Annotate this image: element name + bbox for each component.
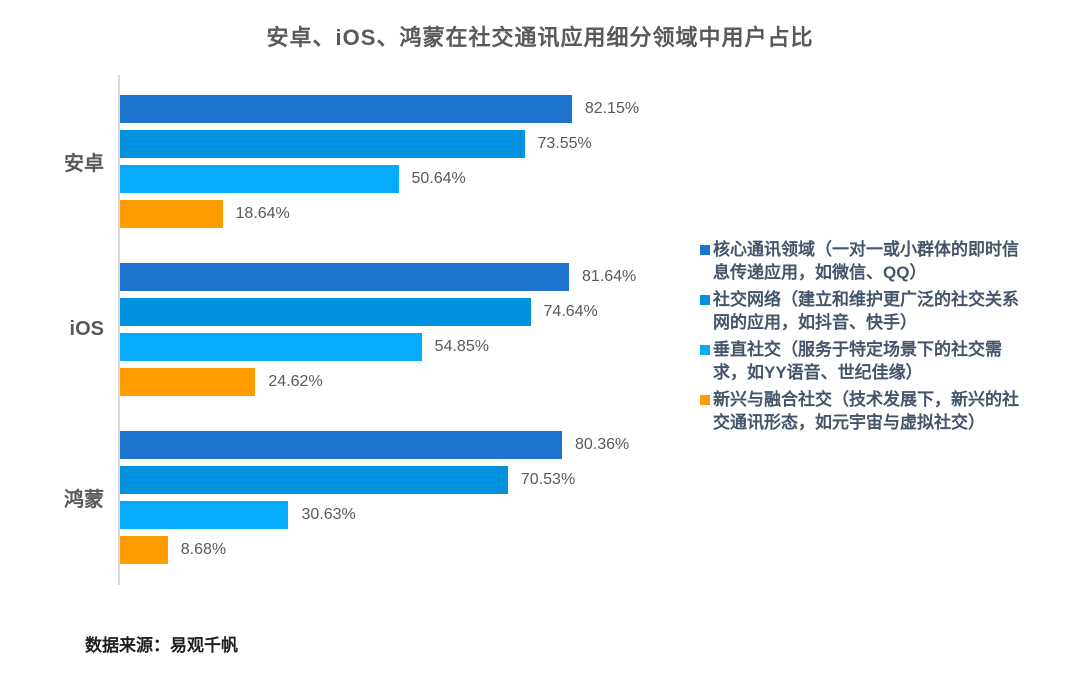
legend-label: 垂直社交（服务于特定场景下的社交需求，如YY语音、世纪佳缘）	[713, 340, 1002, 382]
legend-item-vertical-social: 垂直社交（服务于特定场景下的社交需求，如YY语音、世纪佳缘）	[700, 338, 1040, 384]
category-bars: 81.64% 74.64% 54.85% 24.62%	[120, 263, 1080, 396]
bar-row: 82.15%	[120, 95, 1080, 123]
bar-value-label: 74.64%	[543, 303, 598, 320]
legend: 核心通讯领域（一对一或小群体的即时信息传递应用，如微信、QQ） 社交网络（建立和维…	[700, 238, 1040, 438]
category-label: iOS	[69, 318, 104, 340]
bar-emerging-fusion-social	[120, 536, 168, 564]
bar-emerging-fusion-social	[120, 200, 223, 228]
legend-label: 核心通讯领域（一对一或小群体的即时信息传递应用，如微信、QQ）	[713, 240, 1019, 282]
bar-value-label: 73.55%	[537, 135, 592, 152]
bar-social-network	[120, 298, 531, 326]
legend-item-emerging-fusion-social: 新兴与融合社交（技术发展下，新兴的社交通讯形态，如元宇宙与虚拟社交）	[700, 388, 1040, 434]
legend-marker-icon	[700, 395, 710, 405]
chart-title: 安卓、iOS、鸿蒙在社交通讯应用细分领域中用户占比	[266, 25, 814, 50]
bar-row: 18.64%	[120, 200, 1080, 228]
legend-marker-icon	[700, 295, 710, 305]
bar-social-network	[120, 466, 508, 494]
category-group: 鸿蒙 80.36% 70.53% 30.63% 8.68%	[0, 431, 1080, 564]
bar-vertical-social	[120, 333, 422, 361]
legend-label: 新兴与融合社交（技术发展下，新兴的社交通讯形态，如元宇宙与虚拟社交）	[713, 390, 1019, 432]
bar-value-label: 54.85%	[434, 338, 489, 355]
bar-row: 24.62%	[120, 368, 1080, 396]
bar-row: 8.68%	[120, 536, 1080, 564]
bar-value-label: 24.62%	[268, 373, 323, 390]
bar-row: 73.55%	[120, 130, 1080, 158]
category-bars: 80.36% 70.53% 30.63% 8.68%	[120, 431, 1080, 564]
bar-value-label: 30.63%	[301, 506, 356, 523]
bar-row: 70.53%	[120, 466, 1080, 494]
category-label: 安卓	[64, 153, 104, 175]
legend-item-social-network: 社交网络（建立和维护更广泛的社交关系网的应用，如抖音、快手）	[700, 288, 1040, 334]
bar-row: 80.36%	[120, 431, 1080, 459]
legend-marker-icon	[700, 245, 710, 255]
bar-row: 54.85%	[120, 333, 1080, 361]
category-group: iOS 81.64% 74.64% 54.85% 24.62%	[0, 263, 1080, 396]
bar-social-network	[120, 130, 525, 158]
bar-emerging-fusion-social	[120, 368, 256, 396]
bar-value-label: 82.15%	[584, 100, 640, 117]
y-axis-line	[118, 75, 120, 585]
legend-marker-icon	[700, 345, 710, 355]
bar-row: 74.64%	[120, 298, 1080, 326]
bar-value-label: 70.53%	[520, 471, 576, 488]
bar-core-communication	[120, 263, 570, 291]
bar-vertical-social	[120, 501, 289, 529]
bar-value-label: 50.64%	[411, 170, 466, 187]
data-source-note: 数据来源：易观千帆	[85, 636, 238, 655]
bar-value-label: 18.64%	[235, 205, 290, 222]
bar-row: 50.64%	[120, 165, 1080, 193]
bar-row: 81.64%	[120, 263, 1080, 291]
category-label: 鸿蒙	[64, 489, 104, 511]
category-bars: 82.15% 73.55% 50.64% 18.64%	[120, 95, 1080, 228]
bar-value-label: 8.68%	[180, 541, 227, 558]
category-group: 安卓 82.15% 73.55% 50.64% 18.64%	[0, 95, 1080, 228]
legend-label: 社交网络（建立和维护更广泛的社交关系网的应用，如抖音、快手）	[713, 290, 1019, 332]
bar-vertical-social	[120, 165, 399, 193]
plot-area: 安卓 82.15% 73.55% 50.64% 18.64% iOS 81.64% 74.64…	[0, 95, 1080, 564]
bar-row: 30.63%	[120, 501, 1080, 529]
bar-core-communication	[120, 431, 562, 459]
legend-item-core-communication: 核心通讯领域（一对一或小群体的即时信息传递应用，如微信、QQ）	[700, 238, 1040, 284]
bar-value-label: 81.64%	[582, 268, 637, 285]
bar-value-label: 80.36%	[574, 436, 630, 453]
bar-core-communication	[120, 95, 572, 123]
